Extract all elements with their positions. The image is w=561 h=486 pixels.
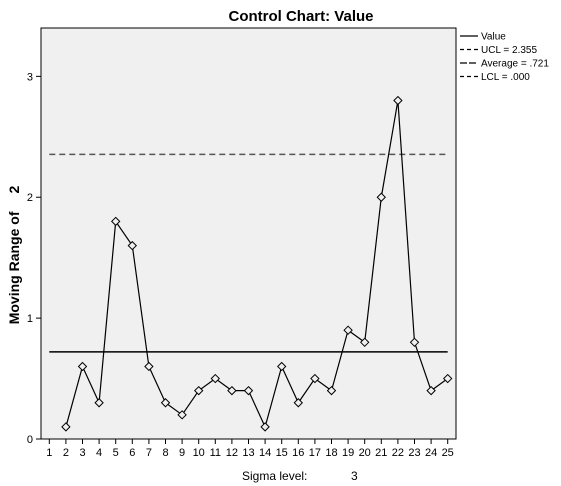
x-tick-label: 3 (79, 447, 85, 459)
sigma-level-value: 3 (351, 469, 358, 483)
x-tick-label: 14 (259, 447, 271, 459)
data-point-marker (276, 361, 287, 372)
y-tick-label: 3 (27, 71, 33, 83)
data-point-marker (442, 373, 453, 384)
data-point-marker (326, 385, 337, 396)
x-tick-label: 11 (210, 447, 221, 459)
x-tick-label: 19 (342, 447, 354, 459)
x-tick-label: 9 (179, 447, 185, 459)
data-point-marker (144, 361, 154, 372)
data-point-marker (409, 337, 420, 348)
y-tick-label: 2 (27, 192, 33, 204)
x-tick-label: 24 (425, 447, 437, 459)
x-tick-label: 8 (162, 447, 168, 459)
data-point-marker (310, 373, 320, 384)
legend-label: Value (481, 32, 506, 43)
x-tick-label: 23 (408, 447, 420, 459)
x-tick-label: 12 (226, 447, 238, 459)
series-value (61, 95, 453, 432)
legend-label: UCL = 2.355 (481, 45, 537, 56)
data-point-marker (426, 385, 436, 396)
data-point-marker (227, 385, 237, 396)
x-tick-label: 13 (242, 447, 254, 459)
x-tick-label: 2 (63, 447, 69, 459)
x-tick-label: 18 (325, 447, 337, 459)
x-tick-label: 25 (442, 447, 454, 459)
legend-label: LCL = .000 (481, 72, 530, 83)
data-point-marker (393, 95, 403, 106)
x-tick-label: 20 (359, 447, 371, 459)
y-tick-label: 0 (27, 434, 33, 446)
x-tick-label: 15 (276, 447, 288, 459)
x-tick-label: 6 (129, 447, 135, 459)
x-tick-label: 5 (113, 447, 119, 459)
data-point-marker (177, 410, 187, 420)
svg-text:Moving Range of2: Moving Range of 2 (6, 186, 22, 325)
series-line (65, 100, 449, 429)
data-point-marker (343, 325, 353, 335)
data-point-marker (160, 398, 171, 408)
data-point-marker (210, 373, 221, 384)
y-tick-label: 1 (27, 313, 33, 325)
data-point-marker (260, 422, 270, 432)
legend: Value UCL = 2.355 Average = .721 LCL = .000 (460, 32, 549, 83)
data-point-marker (293, 398, 304, 408)
x-tick-label: 22 (392, 447, 404, 459)
data-point-marker (61, 422, 71, 432)
data-point-marker (359, 337, 370, 348)
data-point-marker (193, 385, 204, 396)
plot-area (40, 27, 457, 440)
control-lines (49, 153, 448, 353)
data-point-marker (110, 216, 121, 227)
y-axis-label: Moving Range of (6, 211, 22, 324)
data-point-marker (376, 192, 387, 202)
y-axis-label-span: 2 (6, 186, 22, 194)
data-point-marker (243, 385, 254, 396)
x-tick-label: 7 (146, 447, 152, 459)
x-tick-label: 17 (309, 447, 321, 459)
x-tick-label: 10 (193, 447, 205, 459)
x-tick-label: 21 (375, 447, 387, 459)
data-point-marker (94, 398, 104, 408)
data-point-marker (77, 361, 88, 372)
x-tick-label: 16 (292, 447, 304, 459)
data-point-marker (127, 240, 138, 251)
x-tick-label: 1 (46, 447, 52, 459)
x-tick-label: 4 (96, 447, 102, 459)
legend-label: Average = .721 (481, 59, 549, 70)
chart-title: Control Chart: Value (228, 8, 373, 25)
sigma-level-label: Sigma level: (242, 469, 307, 483)
